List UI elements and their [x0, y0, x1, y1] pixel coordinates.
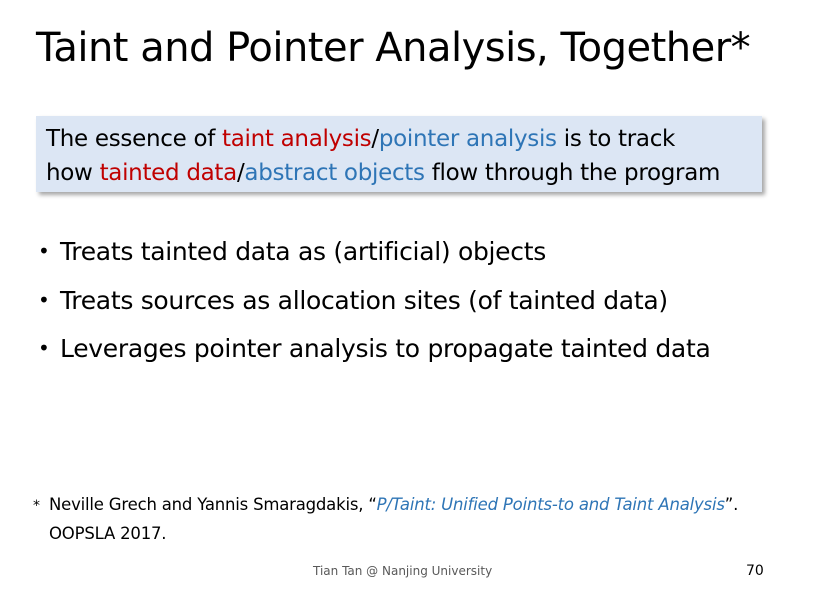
- bullet-marker: •: [38, 336, 50, 360]
- essence-line-1: The essence of taint analysis/pointer an…: [46, 122, 752, 156]
- page-number: 70: [746, 563, 764, 579]
- essence-line-2-prefix: how: [46, 160, 100, 186]
- footnote-venue: OOPSLA 2017.: [49, 524, 167, 543]
- bullet-marker: •: [38, 239, 50, 263]
- bullet-item: • Treats sources as allocation sites (of …: [38, 278, 710, 327]
- footnote-marker: *: [33, 498, 40, 514]
- essence-line-1-prefix: The essence of: [46, 126, 223, 152]
- bullet-marker: •: [38, 287, 50, 312]
- essence-line-1-suffix: is to track: [556, 126, 676, 152]
- pointer-analysis-term: pointer analysis: [378, 126, 557, 152]
- bullet-item: • Leverages pointer analysis to propagate…: [38, 326, 711, 375]
- footnote-closing: ”.: [724, 495, 739, 514]
- bullet-text: Treats sources as allocation sites (of t…: [60, 285, 668, 315]
- essence-line-2-suffix: flow through the program: [424, 160, 721, 186]
- essence-callout-box: The essence of taint analysis/pointer an…: [36, 116, 762, 192]
- footer-text: Tian Tan @ Nanjing University: [313, 564, 493, 578]
- essence-line-1-separator: /: [371, 126, 379, 152]
- abstract-objects-term: abstract objects: [244, 160, 425, 186]
- slide-title: Taint and Pointer Analysis, Together*: [36, 25, 751, 71]
- bullet-text: Leverages pointer analysis to propagate …: [60, 334, 711, 363]
- footnote: * Neville Grech and Yannis Smaragdakis, “…: [33, 491, 738, 547]
- bullet-item: • Treats tainted data as (artificial) obj…: [38, 229, 710, 278]
- taint-analysis-term: taint analysis: [222, 126, 372, 152]
- bullet-text: Treats tainted data as (artificial) obje…: [60, 237, 546, 266]
- footnote-paper-title: P/Taint: Unified Points-to and Taint Ana…: [376, 495, 725, 514]
- footnote-authors: Neville Grech and Yannis Smaragdakis, “: [49, 495, 377, 514]
- tainted-data-term: tainted data: [99, 160, 238, 186]
- essence-line-2-separator: /: [236, 160, 245, 186]
- bullet-list: • Treats tainted data as (artificial) obj…: [38, 229, 711, 375]
- footnote-line-1: * Neville Grech and Yannis Smaragdakis, “…: [33, 491, 738, 520]
- essence-line-2: how tainted data/abstract objects flow t…: [46, 156, 752, 190]
